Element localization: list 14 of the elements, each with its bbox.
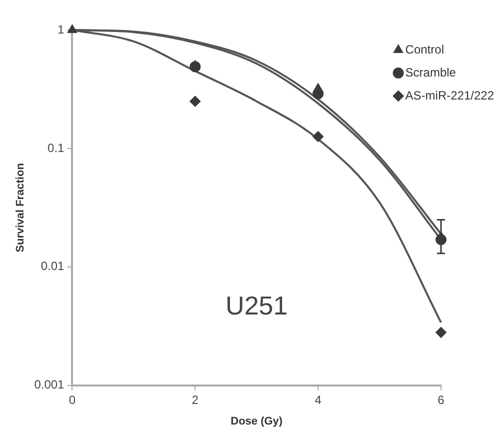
x-tick-label: 6	[438, 392, 445, 407]
legend-label: AS-miR-221/222	[405, 88, 494, 102]
x-tick-label: 2	[192, 392, 199, 407]
legend-label: Control	[405, 42, 444, 56]
x-tick-label: 0	[68, 392, 76, 407]
y-tick-label: 0.1	[48, 140, 65, 155]
y-tick-label: 0.01	[40, 259, 65, 274]
y-axis-title: Survival Fraction	[14, 162, 27, 252]
x-tick-label: 4	[314, 392, 322, 407]
y-tick-label: 1	[58, 22, 65, 36]
x-axis-title: Dose (Gy)	[230, 415, 283, 428]
legend-label: Scramble	[405, 65, 456, 80]
annotation: U251	[226, 290, 288, 320]
y-tick-label: 0.001	[34, 378, 65, 392]
